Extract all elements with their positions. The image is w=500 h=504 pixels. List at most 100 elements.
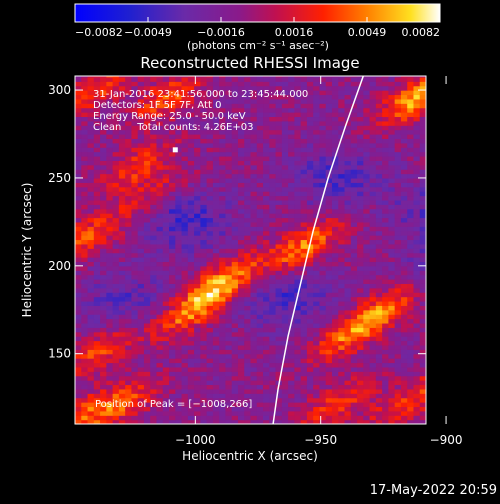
image-pixel bbox=[137, 410, 145, 416]
image-pixel bbox=[281, 76, 289, 78]
image-pixel bbox=[325, 410, 333, 416]
image-pixel bbox=[344, 107, 352, 113]
image-pixel bbox=[93, 160, 101, 166]
image-pixel bbox=[206, 98, 214, 104]
image-pixel bbox=[143, 257, 151, 263]
image-pixel bbox=[143, 296, 151, 302]
image-pixel bbox=[294, 217, 302, 223]
image-pixel bbox=[156, 331, 164, 337]
image-pixel bbox=[382, 76, 389, 78]
image-pixel bbox=[175, 287, 183, 293]
image-pixel bbox=[187, 353, 195, 359]
image-pixel bbox=[400, 195, 408, 201]
image-pixel bbox=[106, 98, 114, 104]
image-pixel bbox=[169, 292, 176, 298]
image-pixel bbox=[131, 384, 139, 390]
image-pixel bbox=[382, 397, 389, 403]
image-pixel bbox=[275, 182, 283, 188]
image-pixel bbox=[388, 336, 396, 342]
image-pixel bbox=[156, 340, 164, 346]
image-pixel bbox=[419, 279, 426, 284]
image-pixel bbox=[413, 147, 421, 153]
image-pixel bbox=[106, 182, 114, 188]
image-pixel bbox=[375, 406, 383, 412]
image-pixel bbox=[375, 384, 383, 390]
image-pixel bbox=[369, 252, 377, 258]
image-pixel bbox=[137, 169, 145, 175]
image-pixel bbox=[106, 322, 114, 328]
image-pixel bbox=[169, 349, 176, 355]
image-pixel bbox=[357, 243, 364, 249]
image-pixel bbox=[419, 195, 426, 201]
image-pixel bbox=[87, 257, 95, 263]
image-pixel bbox=[131, 85, 139, 91]
image-pixel bbox=[363, 309, 371, 315]
image-pixel bbox=[350, 177, 358, 183]
image-pixel bbox=[169, 142, 176, 148]
image-pixel bbox=[306, 204, 314, 210]
image-pixel bbox=[407, 142, 415, 148]
image-pixel bbox=[118, 336, 126, 342]
image-pixel bbox=[100, 230, 107, 236]
image-pixel bbox=[288, 169, 295, 175]
image-pixel bbox=[306, 90, 314, 96]
image-pixel bbox=[93, 322, 101, 328]
image-pixel bbox=[81, 155, 89, 161]
image-pixel bbox=[118, 252, 126, 258]
image-pixel bbox=[288, 393, 295, 399]
image-pixel bbox=[344, 375, 352, 381]
image-pixel bbox=[200, 81, 208, 87]
image-pixel bbox=[169, 204, 176, 210]
image-pixel bbox=[206, 309, 214, 315]
image-pixel bbox=[162, 336, 170, 342]
image-pixel bbox=[306, 142, 314, 148]
image-pixel bbox=[81, 138, 89, 144]
image-pixel bbox=[300, 204, 308, 210]
image-pixel bbox=[75, 221, 82, 227]
image-pixel bbox=[169, 366, 176, 372]
image-pixel bbox=[93, 235, 101, 241]
image-pixel bbox=[363, 279, 371, 284]
image-pixel bbox=[175, 208, 183, 214]
image-pixel bbox=[206, 314, 214, 320]
image-pixel bbox=[275, 300, 283, 306]
image-pixel bbox=[231, 98, 239, 104]
image-pixel bbox=[87, 213, 95, 219]
image-pixel bbox=[93, 261, 101, 267]
image-pixel bbox=[269, 142, 277, 148]
image-pixel bbox=[75, 353, 82, 359]
image-pixel bbox=[156, 213, 164, 219]
image-pixel bbox=[194, 204, 201, 210]
image-pixel bbox=[100, 142, 107, 148]
image-pixel bbox=[187, 160, 195, 166]
annotation-block: 31-Jan-2016 23:41:56.000 to 23:45:44.000… bbox=[93, 89, 308, 410]
image-pixel bbox=[263, 419, 270, 424]
image-pixel bbox=[269, 235, 277, 241]
image-pixel bbox=[407, 257, 415, 263]
image-pixel bbox=[75, 393, 82, 399]
image-pixel bbox=[219, 213, 227, 219]
image-pixel bbox=[169, 384, 176, 390]
image-pixel bbox=[400, 366, 408, 372]
image-pixel bbox=[212, 155, 220, 161]
image-pixel bbox=[375, 81, 383, 87]
image-pixel bbox=[319, 120, 327, 126]
image-pixel bbox=[169, 380, 176, 386]
image-pixel bbox=[143, 90, 151, 96]
image-pixel bbox=[231, 221, 239, 227]
image-pixel bbox=[413, 375, 421, 381]
image-pixel bbox=[118, 129, 126, 135]
image-pixel bbox=[81, 274, 89, 280]
image-pixel bbox=[388, 384, 396, 390]
image-pixel bbox=[219, 112, 227, 118]
image-pixel bbox=[244, 366, 252, 372]
image-pixel bbox=[350, 349, 358, 355]
image-pixel bbox=[187, 283, 195, 289]
image-pixel bbox=[169, 107, 176, 113]
image-pixel bbox=[256, 366, 264, 372]
image-pixel bbox=[137, 261, 145, 267]
image-pixel bbox=[294, 208, 302, 214]
image-pixel bbox=[313, 331, 321, 337]
image-pixel bbox=[162, 134, 170, 139]
image-pixel bbox=[394, 98, 402, 104]
